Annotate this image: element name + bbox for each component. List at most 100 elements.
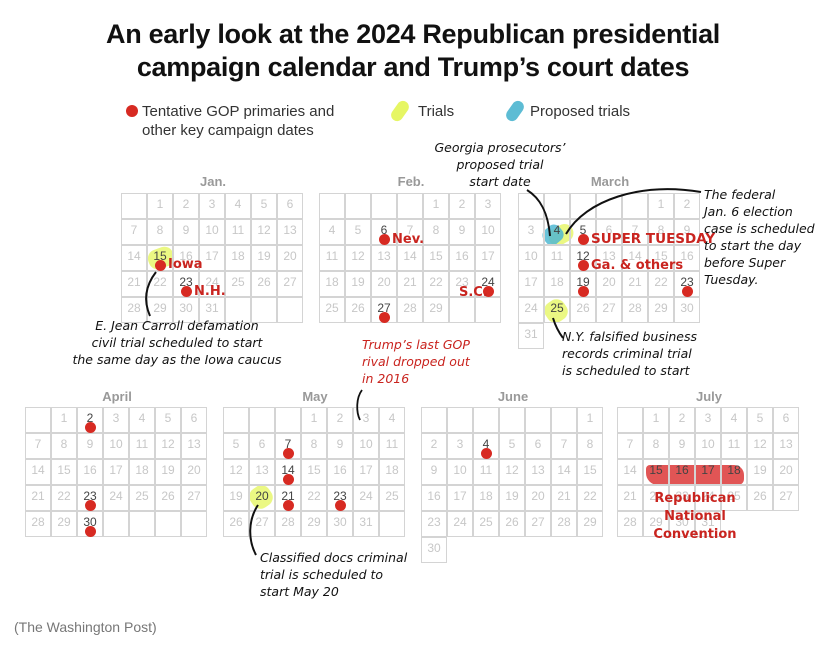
campaign-date-dot (181, 286, 192, 297)
day-cell: 12 (747, 433, 773, 459)
day-cell: 1 (51, 407, 77, 433)
day-cell: 13 (277, 219, 303, 245)
day-cell: 29 (643, 511, 669, 537)
day-cell: 21 (397, 271, 423, 297)
day-cell: 27 (181, 485, 207, 511)
day-cell: 24 (103, 485, 129, 511)
day-cell: 17 (475, 245, 501, 271)
day-cell: 13 (596, 245, 622, 271)
day-cell: 31 (695, 511, 721, 537)
day-cell: 3 (447, 433, 473, 459)
day-cell: 15 (51, 459, 77, 485)
campaign-date-dot (85, 500, 96, 511)
day-cell: 31 (199, 297, 225, 323)
annotation-line: trial is scheduled to (260, 567, 384, 582)
day-cell: 29 (577, 511, 603, 537)
empty-cell (617, 407, 643, 433)
day-cell: 9 (173, 219, 199, 245)
annotation-line: rival dropped out (362, 354, 470, 369)
day-cell: 11 (379, 433, 405, 459)
label-super-tuesday: SUPER TUESDAY (591, 231, 716, 247)
day-cell: 26 (747, 485, 773, 511)
day-cell: 18 (225, 245, 251, 271)
day-cell: 5 (499, 433, 525, 459)
label-nh: N.H. (194, 284, 226, 299)
day-cell: 17 (353, 459, 379, 485)
annotation-line: Georgia prosecutors’ (434, 140, 566, 155)
campaign-date-dot (155, 260, 166, 271)
day-cell: 29 (423, 297, 449, 323)
day-cell: 15 (577, 459, 603, 485)
day-cell: 20 (596, 271, 622, 297)
annotation-line: in 2016 (362, 371, 410, 386)
month-label-june: June (497, 389, 529, 404)
day-cell: 19 (345, 271, 371, 297)
day-cell: 14 (121, 245, 147, 271)
day-cell: 22 (648, 271, 674, 297)
day-cell: 15 (301, 459, 327, 485)
day-cell: 30 (173, 297, 199, 323)
day-cell: 15 (423, 245, 449, 271)
day-cell: 22 (51, 485, 77, 511)
day-cell: 25 (473, 511, 499, 537)
day-cell: 20 (249, 485, 275, 511)
day-cell: 10 (475, 219, 501, 245)
day-cell: 5 (345, 219, 371, 245)
day-cell: 8 (648, 219, 674, 245)
day-cell: 13 (773, 433, 799, 459)
empty-cell (544, 193, 570, 219)
day-cell: 7 (25, 433, 51, 459)
day-cell: 12 (155, 433, 181, 459)
day-cell: 11 (319, 245, 345, 271)
day-cell: 1 (643, 407, 669, 433)
campaign-date-dot (85, 422, 96, 433)
campaign-date-dot (682, 286, 693, 297)
month-label-march: March (590, 174, 630, 189)
annotation-line: before Super (704, 255, 786, 270)
day-cell: 30 (421, 537, 447, 563)
day-cell: 12 (499, 459, 525, 485)
empty-cell (622, 193, 648, 219)
day-cell: 7 (551, 433, 577, 459)
campaign-date-dot (578, 260, 589, 271)
day-cell: 26 (499, 511, 525, 537)
annotation-line: N.Y. falsified business (562, 329, 697, 344)
day-cell: 16 (173, 245, 199, 271)
empty-cell (379, 511, 405, 537)
day-cell: 6 (249, 433, 275, 459)
day-cell: 7 (622, 219, 648, 245)
day-cell: 19 (251, 245, 277, 271)
legend-trials: Trials (418, 103, 455, 120)
source-credit: (The Washington Post) (14, 619, 157, 635)
day-cell: 9 (669, 433, 695, 459)
day-cell: 4 (721, 407, 747, 433)
day-cell: 10 (447, 459, 473, 485)
day-cell: 23 (449, 271, 475, 297)
empty-cell (525, 407, 551, 433)
day-cell: 4 (379, 407, 405, 433)
legend-primaries: Tentative GOP primaries and other key ca… (142, 102, 334, 140)
day-cell: 5 (223, 433, 249, 459)
empty-cell (319, 193, 345, 219)
day-cell: 9 (449, 219, 475, 245)
day-cell: 2 (669, 407, 695, 433)
day-cell: 28 (617, 511, 643, 537)
day-cell: 6 (525, 433, 551, 459)
annotation-line: The federal (704, 187, 776, 202)
campaign-date-dot (283, 474, 294, 485)
empty-cell (249, 407, 275, 433)
day-cell: 12 (251, 219, 277, 245)
day-cell: 3 (353, 407, 379, 433)
day-cell: 16 (674, 245, 700, 271)
leader-line-ny (552, 317, 564, 339)
day-cell: 18 (721, 459, 747, 485)
day-cell: 15 (643, 459, 669, 485)
chart-title: An early look at the 2024 Republican pre… (0, 18, 826, 84)
campaign-date-dot (483, 286, 494, 297)
annotation-line: E. Jean Carroll defamation (95, 318, 259, 333)
day-cell: 6 (181, 407, 207, 433)
day-cell: 17 (447, 485, 473, 511)
empty-cell (181, 511, 207, 537)
annotation-line: case is scheduled (704, 221, 815, 236)
day-cell: 12 (345, 245, 371, 271)
